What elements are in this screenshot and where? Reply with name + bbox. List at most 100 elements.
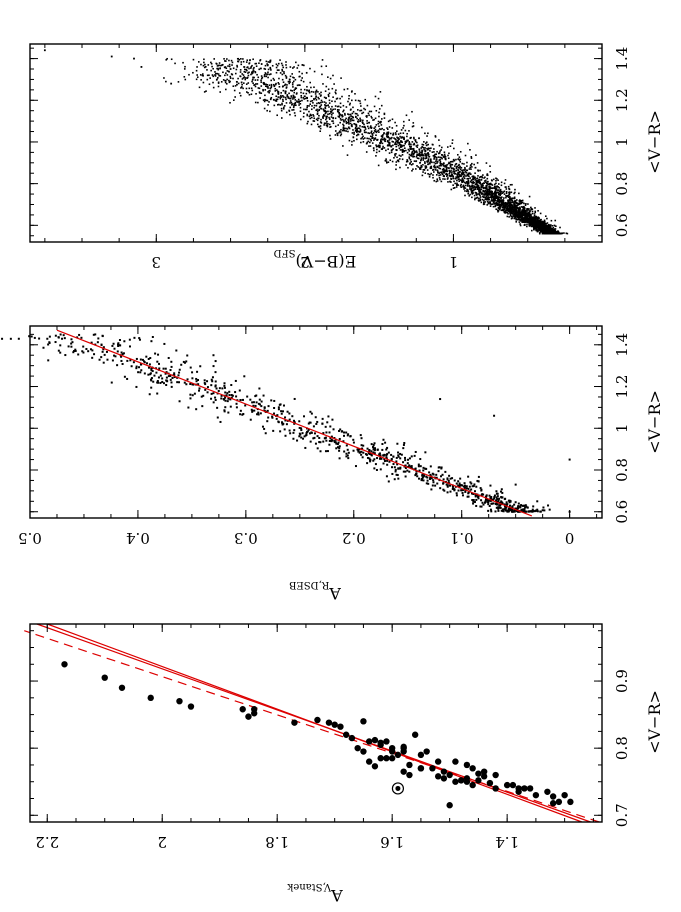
scatter-point <box>347 119 350 122</box>
scatter-point <box>501 206 504 209</box>
scatter-point <box>289 66 292 68</box>
scatter-point <box>196 76 199 78</box>
scatter-point <box>395 140 398 143</box>
scatter-point <box>522 206 524 209</box>
scatter-point <box>391 472 394 475</box>
scatter-point <box>465 169 468 172</box>
scatter-point <box>526 217 528 219</box>
scatter-point <box>457 153 459 156</box>
scatter-point <box>410 155 413 157</box>
scatter-point <box>363 107 365 110</box>
scatter-point <box>472 189 475 191</box>
scatter-point <box>359 109 361 112</box>
scatter-point <box>345 431 348 434</box>
scatter-point <box>542 227 545 230</box>
scatter-point <box>312 437 315 440</box>
scatter-point <box>357 127 360 129</box>
scatter-point <box>303 88 306 91</box>
scatter-point <box>511 211 513 213</box>
scatter-point <box>139 371 142 374</box>
scatter-point <box>70 342 73 345</box>
scatter-point <box>195 408 198 411</box>
scatter-point <box>528 211 531 213</box>
scatter-point <box>480 188 483 191</box>
scatter-point <box>376 148 378 151</box>
scatter-point <box>455 169 457 172</box>
scatter-point <box>365 142 368 145</box>
scatter-point <box>446 178 449 180</box>
scatter-point <box>319 105 322 108</box>
scatter-point <box>454 485 457 488</box>
scatter-point <box>252 82 254 85</box>
scatter-point <box>321 417 324 420</box>
scatter-point <box>288 80 291 83</box>
scatter-point <box>454 165 456 167</box>
scatter-point <box>224 399 227 402</box>
scatter-point <box>218 74 220 77</box>
scatter-point <box>260 63 263 65</box>
scatter-point <box>513 197 516 200</box>
scatter-point <box>467 191 470 193</box>
scatter-point <box>258 403 261 406</box>
scatter-point <box>365 151 368 153</box>
scatter-point <box>246 66 248 69</box>
scatter-point <box>324 425 327 428</box>
scatter-point <box>487 509 490 512</box>
scatter-point <box>465 171 468 174</box>
scatter-point <box>386 446 389 449</box>
scatter-point <box>504 209 507 211</box>
scatter-point <box>526 220 528 222</box>
scatter-point <box>279 72 282 74</box>
scatter-point <box>202 73 204 75</box>
scatter-point <box>278 85 281 88</box>
scatter-point <box>404 129 407 132</box>
scatter-points <box>43 49 569 235</box>
scatter-point <box>335 92 337 95</box>
scatter-point <box>473 194 476 197</box>
scatter-point <box>387 120 390 123</box>
scatter-point <box>91 356 94 359</box>
scatter-point <box>342 104 345 107</box>
scatter-point <box>214 399 217 402</box>
scatter-point <box>543 222 545 225</box>
x-tick-label: 1.4 <box>613 47 631 71</box>
scatter-point <box>271 64 274 67</box>
scatter-point <box>81 350 84 353</box>
scatter-point <box>530 222 533 225</box>
scatter-point <box>450 160 452 163</box>
scatter-point <box>263 406 266 409</box>
scatter-point <box>414 139 417 142</box>
scatter-point <box>495 499 498 502</box>
scatter-point <box>495 496 498 499</box>
scatter-point <box>100 343 103 346</box>
scatter-point <box>360 453 363 456</box>
scatter-point <box>246 395 249 398</box>
scatter-point <box>378 146 381 149</box>
scatter-point <box>367 132 369 134</box>
scatter-point <box>114 355 117 358</box>
scatter-point <box>486 501 489 504</box>
scatter-point <box>438 466 441 469</box>
scatter-point <box>281 423 284 426</box>
scatter-point <box>253 84 255 86</box>
scatter-point <box>294 104 296 106</box>
scatter-point <box>343 431 346 434</box>
scatter-point <box>230 394 233 397</box>
scatter-point <box>369 458 372 461</box>
scatter-point <box>116 350 119 353</box>
scatter-point <box>472 187 475 189</box>
scatter-point <box>317 96 319 99</box>
scatter-point <box>310 114 313 117</box>
scatter-point <box>76 336 79 339</box>
scatter-point <box>554 228 556 230</box>
scatter-point <box>539 219 542 222</box>
scatter-point <box>367 140 370 143</box>
scatter-point <box>481 493 484 496</box>
scatter-point <box>315 109 318 112</box>
scatter-point <box>491 179 493 182</box>
scatter-point <box>281 68 283 71</box>
scatter-point <box>468 168 471 170</box>
scatter-point <box>100 356 103 359</box>
scatter-point <box>267 405 270 408</box>
scatter-point <box>445 169 448 172</box>
